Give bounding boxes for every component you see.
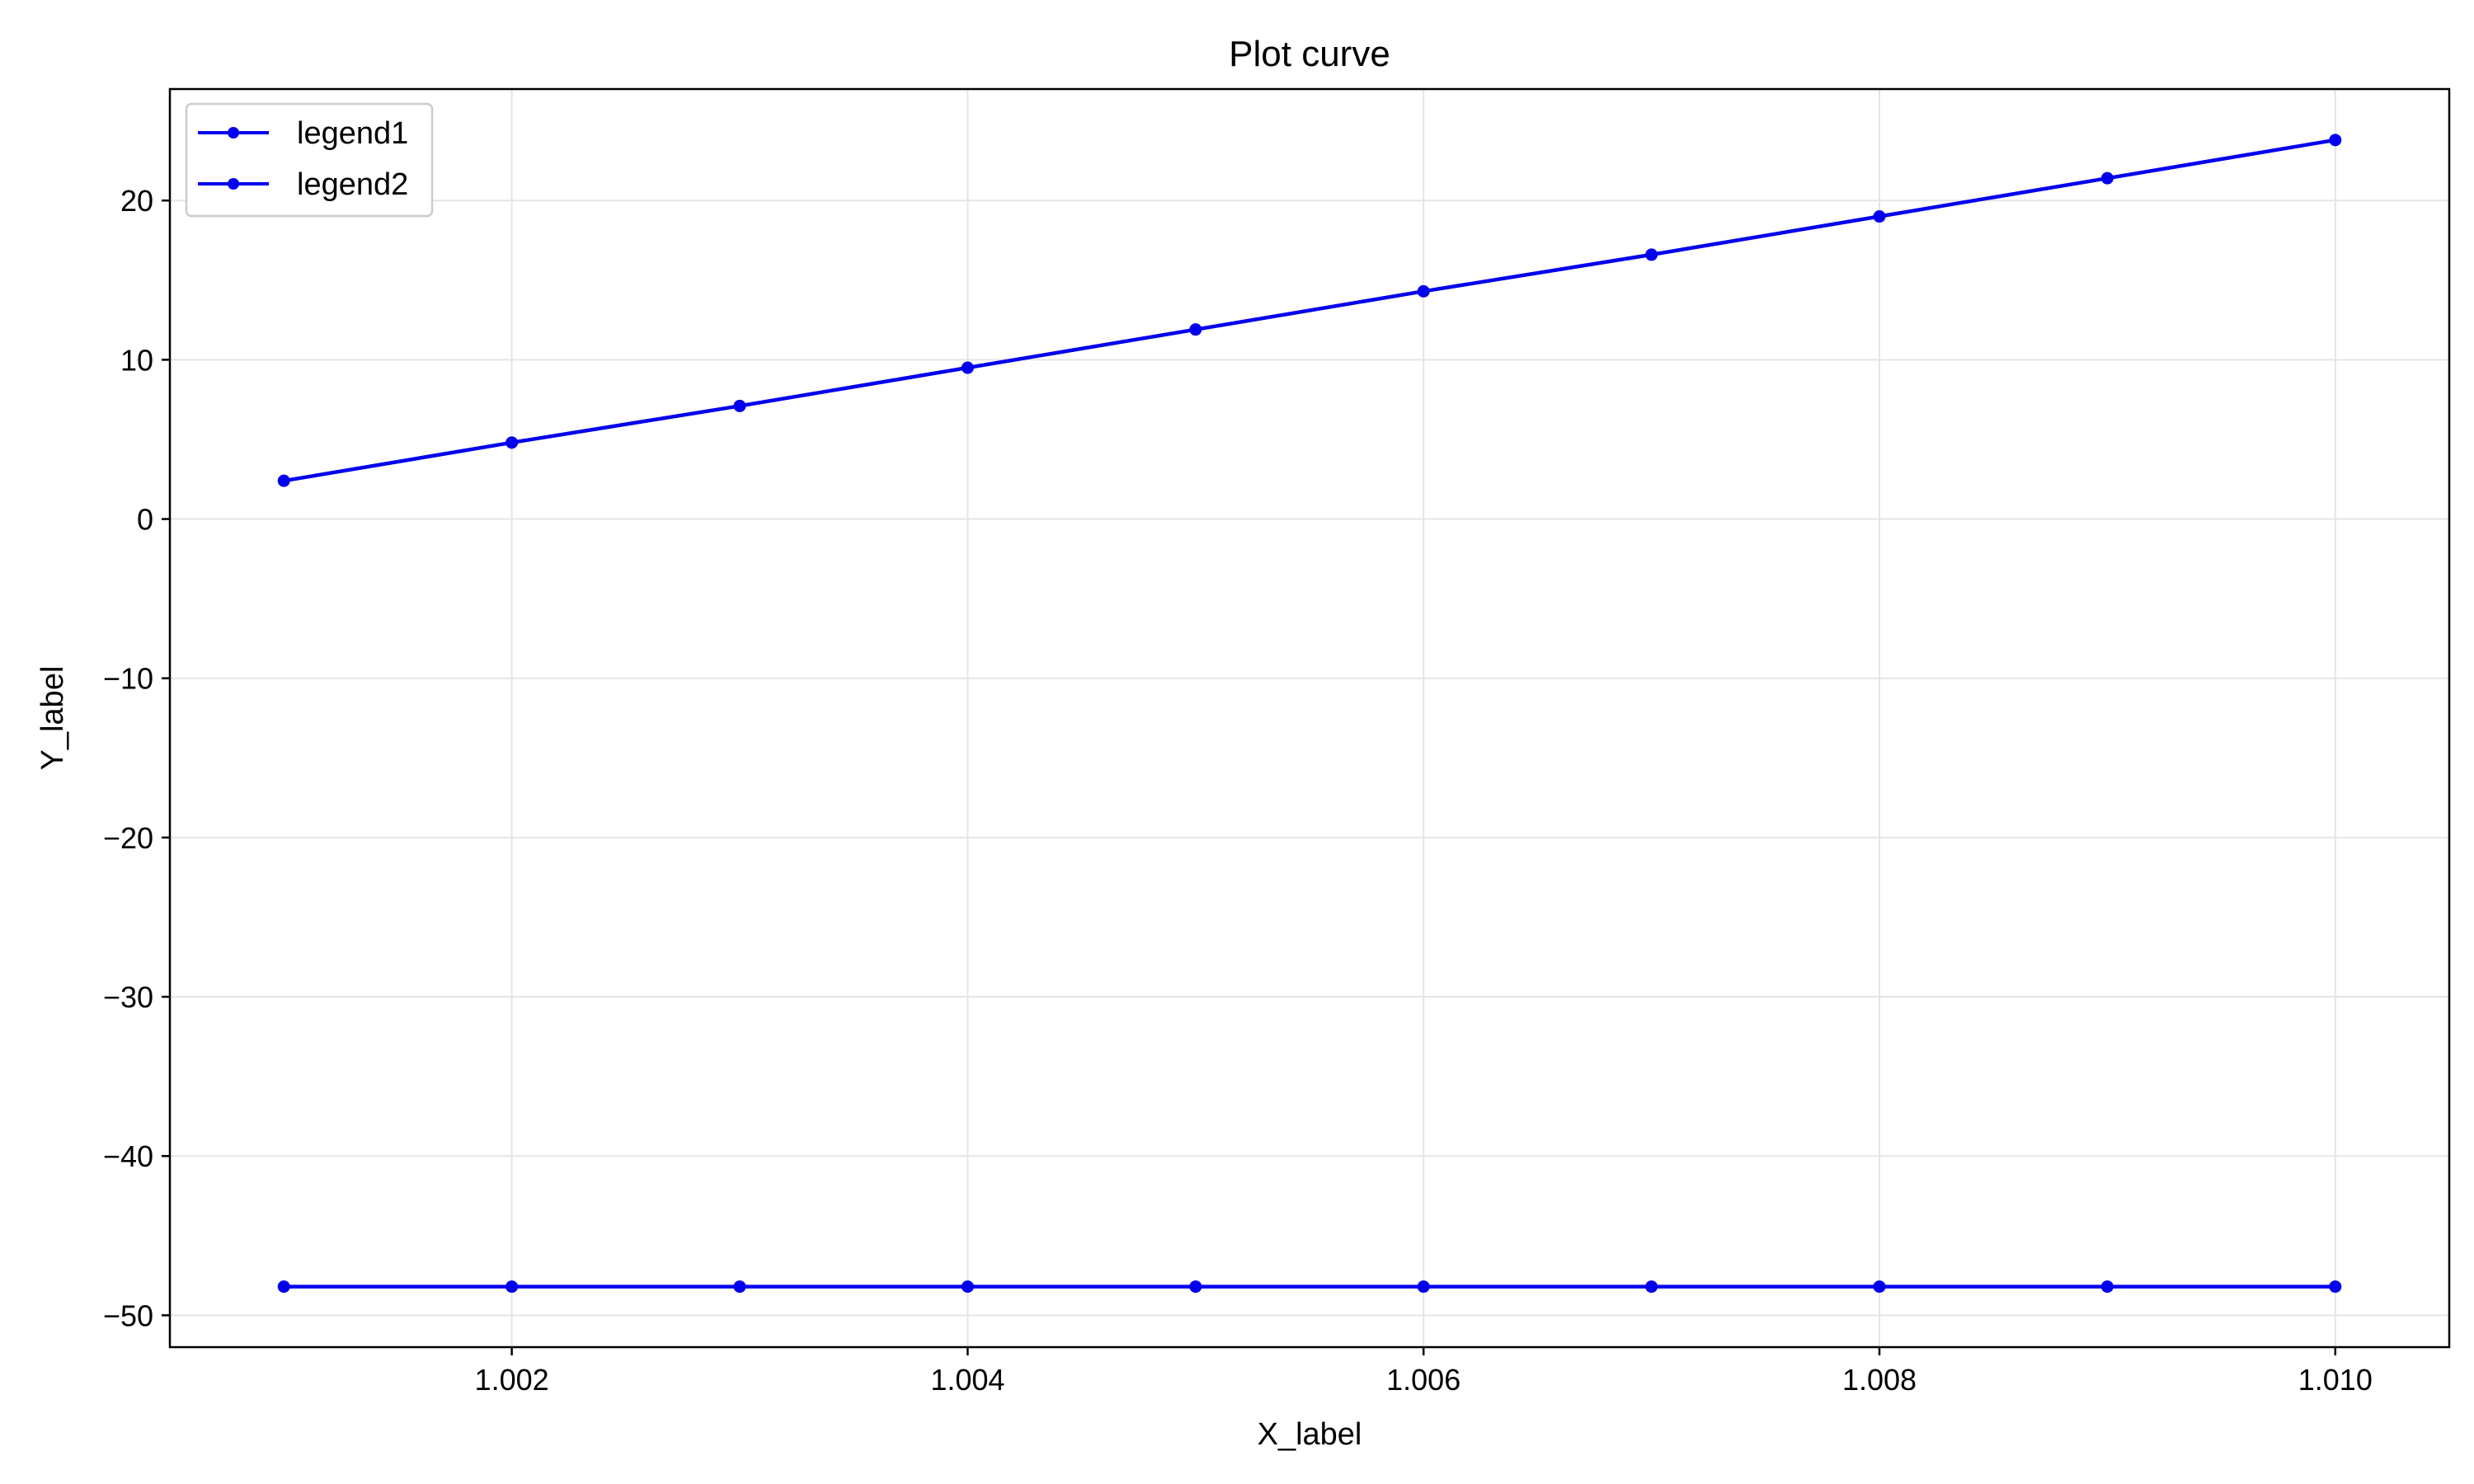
data-point	[1189, 1280, 1202, 1294]
x-tick-label: 1.008	[1842, 1363, 1917, 1397]
chart-title: Plot curve	[1229, 34, 1390, 74]
plot-area-frame	[168, 87, 2451, 1349]
y-tick-label: −20	[103, 821, 153, 855]
data-point	[1645, 248, 1658, 261]
y-tick-label: 10	[120, 343, 153, 377]
series-legend1	[277, 134, 2342, 487]
y-tick-label: 20	[120, 184, 153, 218]
data-point	[277, 474, 290, 487]
data-point	[1873, 210, 1886, 223]
legend-swatch-marker	[228, 127, 239, 139]
data-point	[961, 361, 974, 374]
series-line	[283, 138, 2336, 483]
x-tick-label: 1.002	[475, 1363, 549, 1397]
series-legend2	[277, 1280, 2342, 1294]
y-axis-label: Y_label	[35, 666, 70, 771]
data-point	[1417, 284, 1430, 298]
data-point	[506, 1280, 519, 1294]
legend-swatch-marker	[228, 178, 239, 190]
data-point	[1873, 1280, 1886, 1294]
data-point	[2329, 1280, 2342, 1294]
data-point	[733, 399, 746, 412]
data-point	[733, 1280, 746, 1294]
data-point	[1189, 323, 1202, 336]
y-tick-label: −50	[103, 1298, 153, 1332]
series-layer	[277, 134, 2342, 1294]
data-point	[277, 1280, 290, 1294]
data-point	[1645, 1280, 1658, 1294]
y-tick-label: −40	[103, 1139, 153, 1173]
data-point	[961, 1280, 974, 1294]
data-point	[506, 436, 519, 449]
y-tick-label: −30	[103, 980, 153, 1014]
data-point	[2329, 134, 2342, 147]
legend-entry: legend2	[198, 167, 408, 202]
x-tick-label: 1.006	[1386, 1363, 1460, 1397]
legend: legend1 legend2	[185, 102, 434, 218]
y-axis-ticks: −50 −40 −30 −20 −10 0 10 20	[103, 184, 170, 1332]
x-axis-label: X_label	[1258, 1417, 1362, 1452]
grid-lines	[170, 89, 2449, 1347]
data-point	[1417, 1280, 1430, 1294]
y-tick-label: −10	[103, 662, 153, 696]
legend-label: legend2	[297, 167, 408, 202]
data-point	[2100, 171, 2114, 185]
data-point	[2100, 1280, 2114, 1294]
x-axis-ticks: 1.002 1.004 1.006 1.008 1.010	[475, 1347, 2373, 1397]
x-tick-label: 1.010	[2298, 1363, 2373, 1397]
y-tick-label: 0	[137, 503, 153, 537]
legend-entry: legend1	[198, 116, 408, 151]
x-tick-label: 1.004	[930, 1363, 1004, 1397]
legend-label: legend1	[297, 116, 408, 151]
